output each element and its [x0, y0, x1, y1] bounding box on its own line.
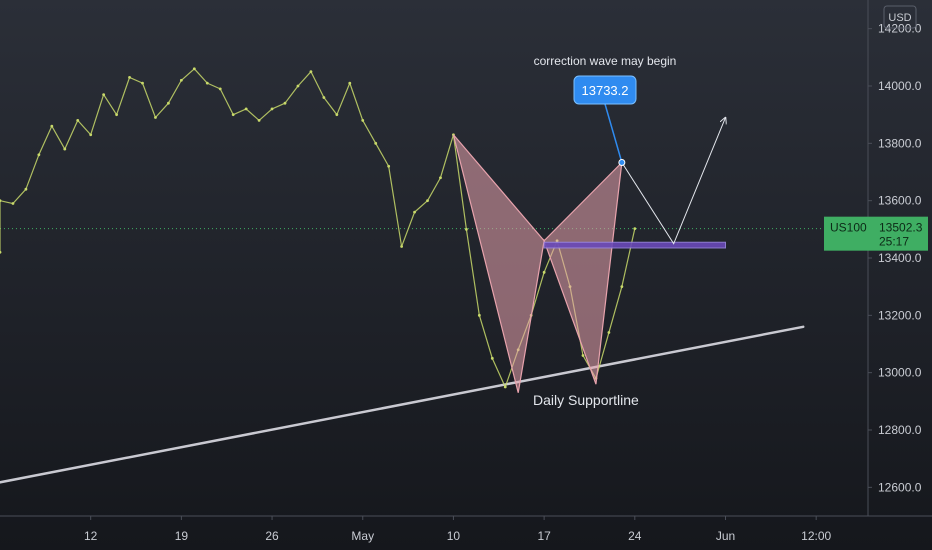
price-point	[400, 245, 404, 248]
price-point	[413, 210, 416, 214]
price-point	[387, 164, 391, 168]
last-price-badge[interactable]: US100 13502.3 25:17	[824, 216, 928, 251]
last-price-symbol: US100	[830, 221, 867, 235]
price-point	[335, 113, 339, 117]
target-callout[interactable]: 13733.2	[573, 75, 637, 105]
target-callout-stem	[604, 103, 623, 163]
price-point	[167, 101, 170, 105]
price-point	[115, 113, 118, 117]
price-point	[76, 119, 80, 122]
currency-badge[interactable]: USD	[883, 5, 917, 29]
time-axis[interactable]: 12 19 26 May 10 17 24 Jun 12:00	[0, 515, 932, 543]
price-axis[interactable]: 12600.0 12800.0 13000.0 13200.0 13400.0 13600…	[867, 0, 922, 516]
target-point[interactable]	[618, 158, 626, 166]
price-point	[179, 78, 183, 82]
price-point	[348, 81, 352, 85]
price-tick-label: 13200.0	[878, 308, 922, 322]
currency-badge-label: USD	[888, 12, 911, 24]
last-price-value: 13502.3	[879, 221, 923, 235]
price-point	[477, 313, 481, 317]
price-point	[296, 84, 300, 88]
time-tick-label: 10	[447, 529, 461, 543]
price-tick-label: 13400.0	[878, 251, 922, 265]
daily-support-line[interactable]	[0, 325, 805, 488]
price-point	[205, 81, 209, 85]
price-point	[439, 176, 442, 180]
price-point	[581, 354, 585, 357]
price-axis-ticks: 12600.0 12800.0 13000.0 13200.0 13400.0 13600…	[868, 22, 922, 494]
price-point	[244, 107, 248, 111]
price-point	[50, 124, 54, 128]
price-point	[322, 96, 326, 99]
price-tick-label: 13600.0	[878, 194, 922, 208]
currency-badge-box	[883, 5, 917, 29]
price-tick-label: 13800.0	[878, 136, 922, 150]
time-tick-label: 24	[628, 529, 642, 543]
target-note: correction wave may begin	[534, 54, 677, 68]
price-point	[257, 119, 261, 122]
price-point	[607, 331, 611, 334]
price-point	[154, 116, 157, 119]
price-series	[0, 67, 637, 389]
price-tick-label: 12800.0	[878, 423, 922, 437]
target-zone[interactable]	[543, 241, 726, 249]
price-point	[24, 187, 28, 191]
price-point	[283, 101, 287, 105]
price-point	[192, 67, 196, 71]
target-callout-box	[573, 75, 637, 105]
price-point	[63, 147, 67, 151]
price-point	[270, 107, 274, 111]
price-point	[231, 113, 235, 117]
price-point	[426, 199, 429, 203]
price-point	[309, 70, 313, 74]
price-point	[374, 141, 378, 145]
price-point	[37, 153, 41, 157]
time-tick-label: May	[351, 529, 374, 543]
target-callout-value: 13733.2	[582, 83, 629, 98]
price-tick-label: 12600.0	[878, 480, 922, 494]
price-point	[89, 133, 93, 137]
price-point	[102, 93, 106, 96]
price-point	[633, 227, 637, 231]
time-tick-label: 26	[265, 529, 279, 543]
price-series-line	[0, 68, 636, 388]
time-tick-label: 17	[537, 529, 551, 543]
price-point	[0, 199, 2, 203]
time-tick-label: 12:00	[801, 529, 831, 543]
projection-arrow[interactable]	[621, 118, 726, 245]
price-tick-label: 13000.0	[878, 366, 922, 380]
price-point	[542, 270, 546, 274]
price-tick-label: 14000.0	[878, 79, 922, 93]
time-tick-label: Jun	[716, 529, 735, 543]
support-line-label: Daily Supportline	[533, 392, 639, 408]
pattern-leg-xab	[453, 134, 545, 393]
price-point	[128, 76, 131, 79]
last-price-badge-box	[824, 216, 928, 251]
price-point	[218, 87, 222, 91]
price-point	[503, 385, 507, 389]
price-tick-label: 14200.0	[878, 22, 922, 36]
pattern-outline	[452, 134, 623, 393]
price-point	[620, 285, 624, 289]
time-axis-ticks: 12 19 26 May 10 17 24 Jun 12:00	[84, 516, 832, 543]
price-point	[0, 250, 2, 254]
price-point	[11, 202, 15, 205]
time-tick-label: 19	[175, 529, 189, 543]
price-point	[490, 356, 494, 360]
price-point	[141, 81, 144, 85]
last-price-countdown: 25:17	[879, 235, 909, 249]
price-point	[361, 119, 365, 122]
bat-pattern[interactable]	[452, 134, 623, 393]
price-point	[464, 227, 468, 231]
time-tick-label: 12	[84, 529, 98, 543]
